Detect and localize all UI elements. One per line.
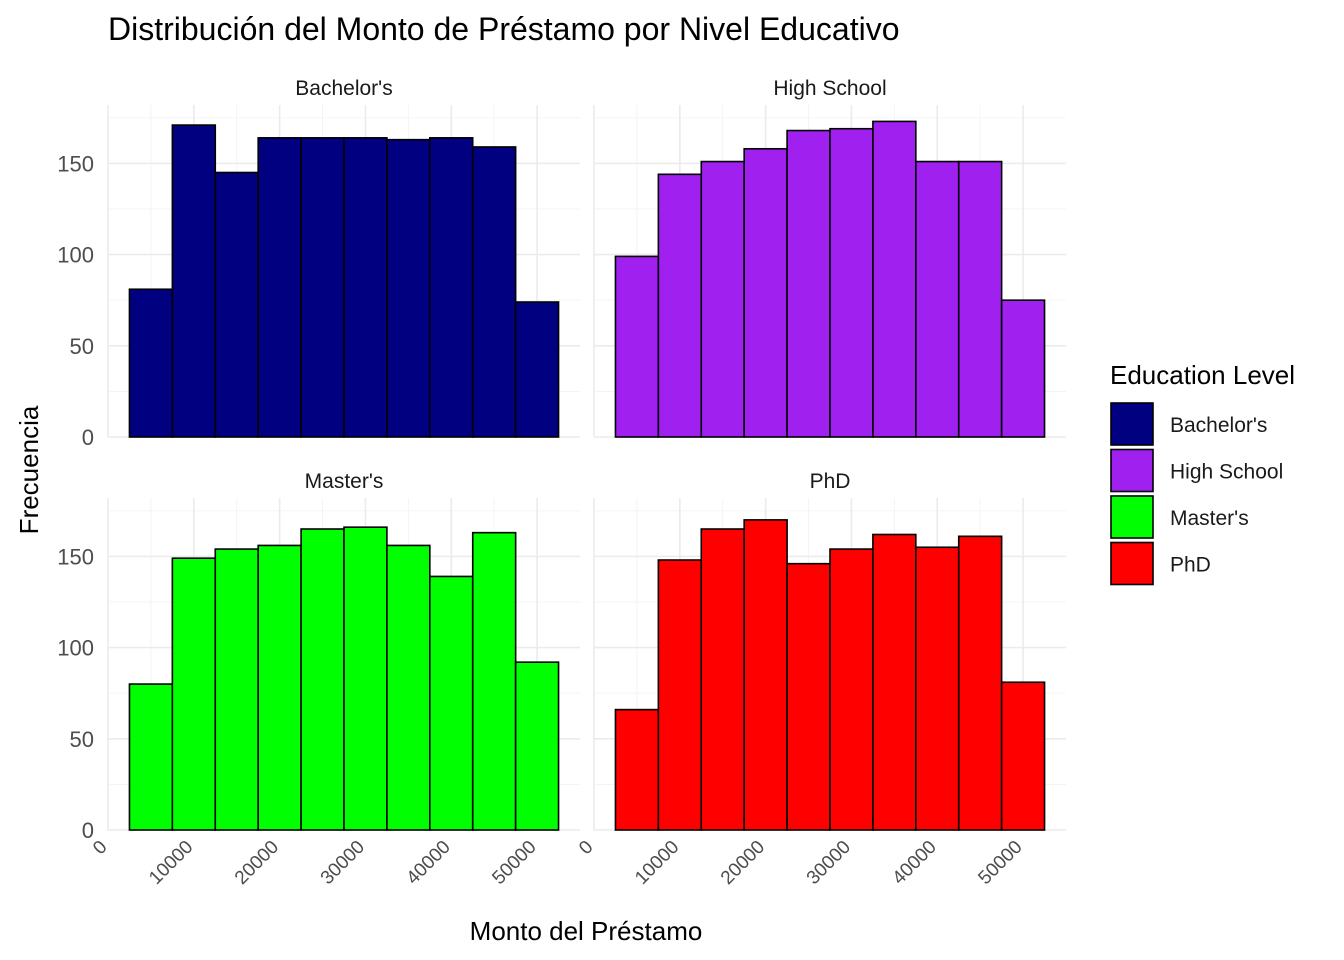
histogram-bar bbox=[214, 548, 259, 831]
histogram-bar bbox=[915, 546, 960, 831]
histogram-bar bbox=[214, 171, 259, 438]
histogram-bar bbox=[786, 129, 831, 438]
histogram-bar bbox=[700, 160, 745, 438]
legend-item-bachelor-s: Bachelor's bbox=[1110, 402, 1267, 446]
histogram-bar bbox=[743, 519, 788, 831]
histogram-bar bbox=[514, 301, 560, 438]
legend-item-master-s: Master's bbox=[1110, 495, 1249, 539]
legend-key bbox=[1110, 402, 1154, 446]
histogram-bar bbox=[915, 160, 960, 438]
histogram-bar bbox=[1000, 299, 1046, 438]
histogram-bar bbox=[257, 137, 302, 438]
histogram-bar bbox=[386, 138, 431, 438]
histogram-bar bbox=[657, 173, 703, 438]
histogram-bar bbox=[471, 146, 517, 438]
panel-phd: PhD 0 10000 20000 30000 40000 50000 bbox=[575, 470, 1066, 889]
x-tick-label: 40000 bbox=[403, 837, 455, 889]
histogram-bar bbox=[128, 288, 174, 438]
histogram-bar bbox=[829, 127, 874, 438]
y-tick-label: 50 bbox=[70, 334, 94, 359]
x-tick-label: 50000 bbox=[974, 837, 1026, 889]
histogram-bar bbox=[700, 528, 745, 831]
y-tick-label: 0 bbox=[82, 818, 94, 843]
x-tick-label: 30000 bbox=[317, 837, 369, 889]
x-tick-label: 40000 bbox=[889, 837, 941, 889]
chart-title: Distribución del Monto de Préstamo por N… bbox=[108, 11, 899, 47]
legend-label: PhD bbox=[1170, 554, 1211, 577]
facet-strip-label: PhD bbox=[810, 470, 851, 493]
panel-master-s: Master's 0 50 100 150 0 10000 20000 30000 40000 50… bbox=[57, 470, 580, 889]
legend-label: Master's bbox=[1170, 507, 1249, 530]
histogram-bar bbox=[300, 528, 345, 831]
y-tick-label: 150 bbox=[57, 151, 94, 176]
histogram-bar bbox=[957, 535, 1003, 831]
y-tick-label: 100 bbox=[57, 243, 94, 268]
panel-high-school: High School bbox=[593, 77, 1066, 438]
histogram-bar bbox=[1000, 681, 1046, 831]
x-tick-label: 10000 bbox=[145, 837, 197, 889]
legend-label: High School bbox=[1170, 461, 1283, 484]
legend-title: Education Level bbox=[1110, 360, 1295, 390]
histogram-bar bbox=[429, 137, 474, 438]
histogram-bar bbox=[743, 147, 788, 438]
histogram-bar bbox=[957, 160, 1003, 438]
histogram-bar bbox=[786, 562, 831, 831]
histogram-bar bbox=[343, 526, 388, 831]
histogram-bar bbox=[128, 683, 174, 831]
histogram-bar bbox=[614, 708, 660, 831]
y-tick-label: 100 bbox=[57, 636, 94, 661]
histogram-bar bbox=[343, 137, 388, 438]
x-tick-label: 20000 bbox=[231, 837, 283, 889]
y-tick-label: 0 bbox=[82, 425, 94, 450]
legend-key bbox=[1110, 541, 1154, 586]
histogram-bar bbox=[514, 661, 560, 831]
facet-strip-label: High School bbox=[773, 77, 886, 100]
x-tick-label: 50000 bbox=[488, 837, 540, 889]
histogram-bar bbox=[171, 557, 217, 831]
x-tick-label: 30000 bbox=[803, 837, 855, 889]
x-tick-label: 10000 bbox=[631, 837, 683, 889]
histogram-bar bbox=[386, 544, 431, 831]
panel-bachelor-s: Bachelor's 0 50 100 150 bbox=[57, 77, 580, 450]
y-tick-label: 50 bbox=[70, 727, 94, 752]
histogram-bar bbox=[829, 548, 874, 831]
x-tick-label: 20000 bbox=[717, 837, 769, 889]
facet-panels: Bachelor's 0 50 100 150 High School Master's 0 5… bbox=[57, 77, 1066, 889]
histogram-bar bbox=[872, 533, 917, 831]
y-tick-label: 150 bbox=[57, 544, 94, 569]
x-tick-label: 0 bbox=[89, 837, 111, 859]
legend-key bbox=[1110, 448, 1154, 493]
legend-item-phd: PhD bbox=[1110, 541, 1211, 586]
histogram-bar bbox=[657, 559, 703, 831]
histogram-bar bbox=[471, 531, 517, 831]
legend-label: Bachelor's bbox=[1170, 414, 1267, 437]
histogram-bar bbox=[429, 575, 474, 831]
histogram-bar bbox=[171, 124, 217, 438]
histogram-bar bbox=[614, 255, 660, 438]
histogram-bar bbox=[257, 544, 302, 831]
x-axis-title: Monto del Préstamo bbox=[470, 916, 703, 946]
histogram-bar bbox=[300, 137, 345, 438]
histogram-bar bbox=[872, 120, 917, 438]
facet-strip-label: Master's bbox=[305, 470, 384, 493]
y-axis-title: Frecuencia bbox=[14, 405, 44, 534]
facet-strip-label: Bachelor's bbox=[295, 77, 392, 100]
legend-item-high-school: High School bbox=[1110, 448, 1283, 493]
x-tick-label: 0 bbox=[575, 837, 597, 859]
legend: Education Level Bachelor's High School Mas… bbox=[1110, 360, 1295, 586]
legend-key bbox=[1110, 495, 1154, 539]
